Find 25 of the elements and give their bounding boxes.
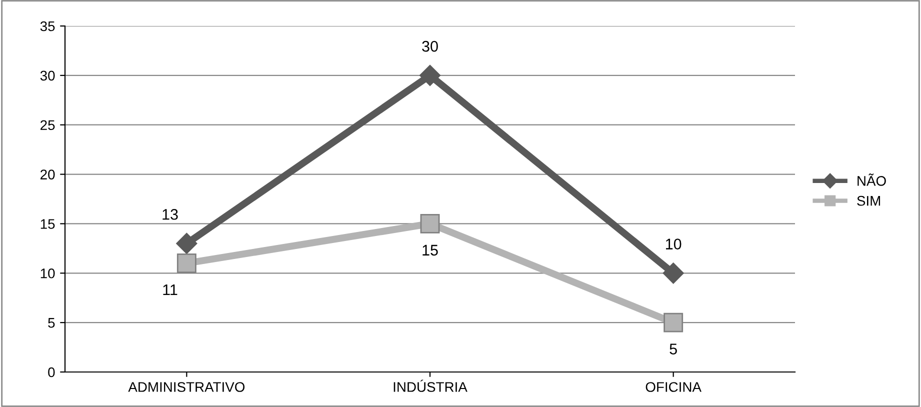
y-tick-label: 15 (40, 219, 55, 229)
point (420, 214, 440, 234)
y-tick-label: 20 (40, 170, 55, 180)
point (176, 232, 198, 254)
data-label: 5 (670, 344, 677, 354)
point (664, 312, 684, 332)
y-tick-label: 25 (40, 120, 55, 130)
data-label: 30 (422, 40, 438, 52)
legend-label: SIM (857, 196, 880, 206)
x-tick-label: OFICINA (646, 382, 702, 392)
point (662, 262, 684, 284)
point (176, 254, 196, 273)
data-label: 15 (422, 244, 438, 256)
y-tick-label: 10 (40, 268, 55, 278)
y-tick-label: 35 (40, 21, 55, 32)
y-tick-label: 30 (40, 70, 55, 81)
data-label: 10 (666, 238, 682, 250)
legend-label: NÃO (858, 174, 886, 186)
point (419, 64, 441, 86)
y-tick-label: 0 (48, 367, 55, 378)
data-label: 11 (163, 284, 178, 295)
y-tick-label: 5 (48, 318, 55, 328)
x-tick-label: ADMINISTRATIVO (128, 382, 245, 392)
x-tick-label: INDÚSTRIA (394, 380, 468, 392)
data-label: 13 (162, 208, 178, 220)
